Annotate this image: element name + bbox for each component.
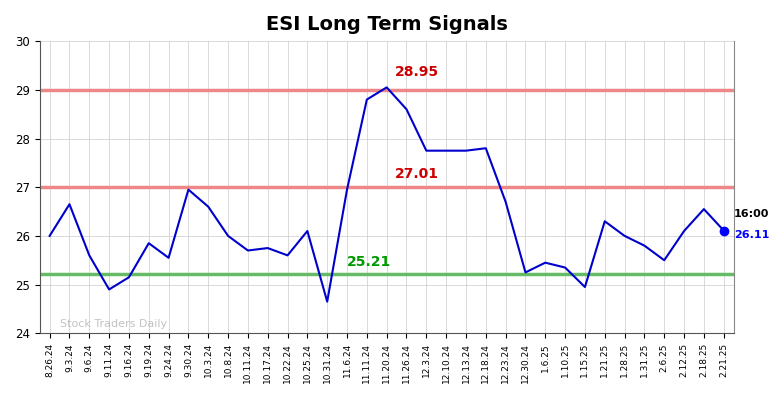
Text: Stock Traders Daily: Stock Traders Daily xyxy=(60,319,167,329)
Text: 25.21: 25.21 xyxy=(347,255,391,269)
Text: 27.01: 27.01 xyxy=(394,168,438,181)
Title: ESI Long Term Signals: ESI Long Term Signals xyxy=(266,15,507,34)
Text: 26.11: 26.11 xyxy=(734,230,769,240)
Text: 28.95: 28.95 xyxy=(394,65,439,79)
Text: 16:00: 16:00 xyxy=(734,209,769,219)
